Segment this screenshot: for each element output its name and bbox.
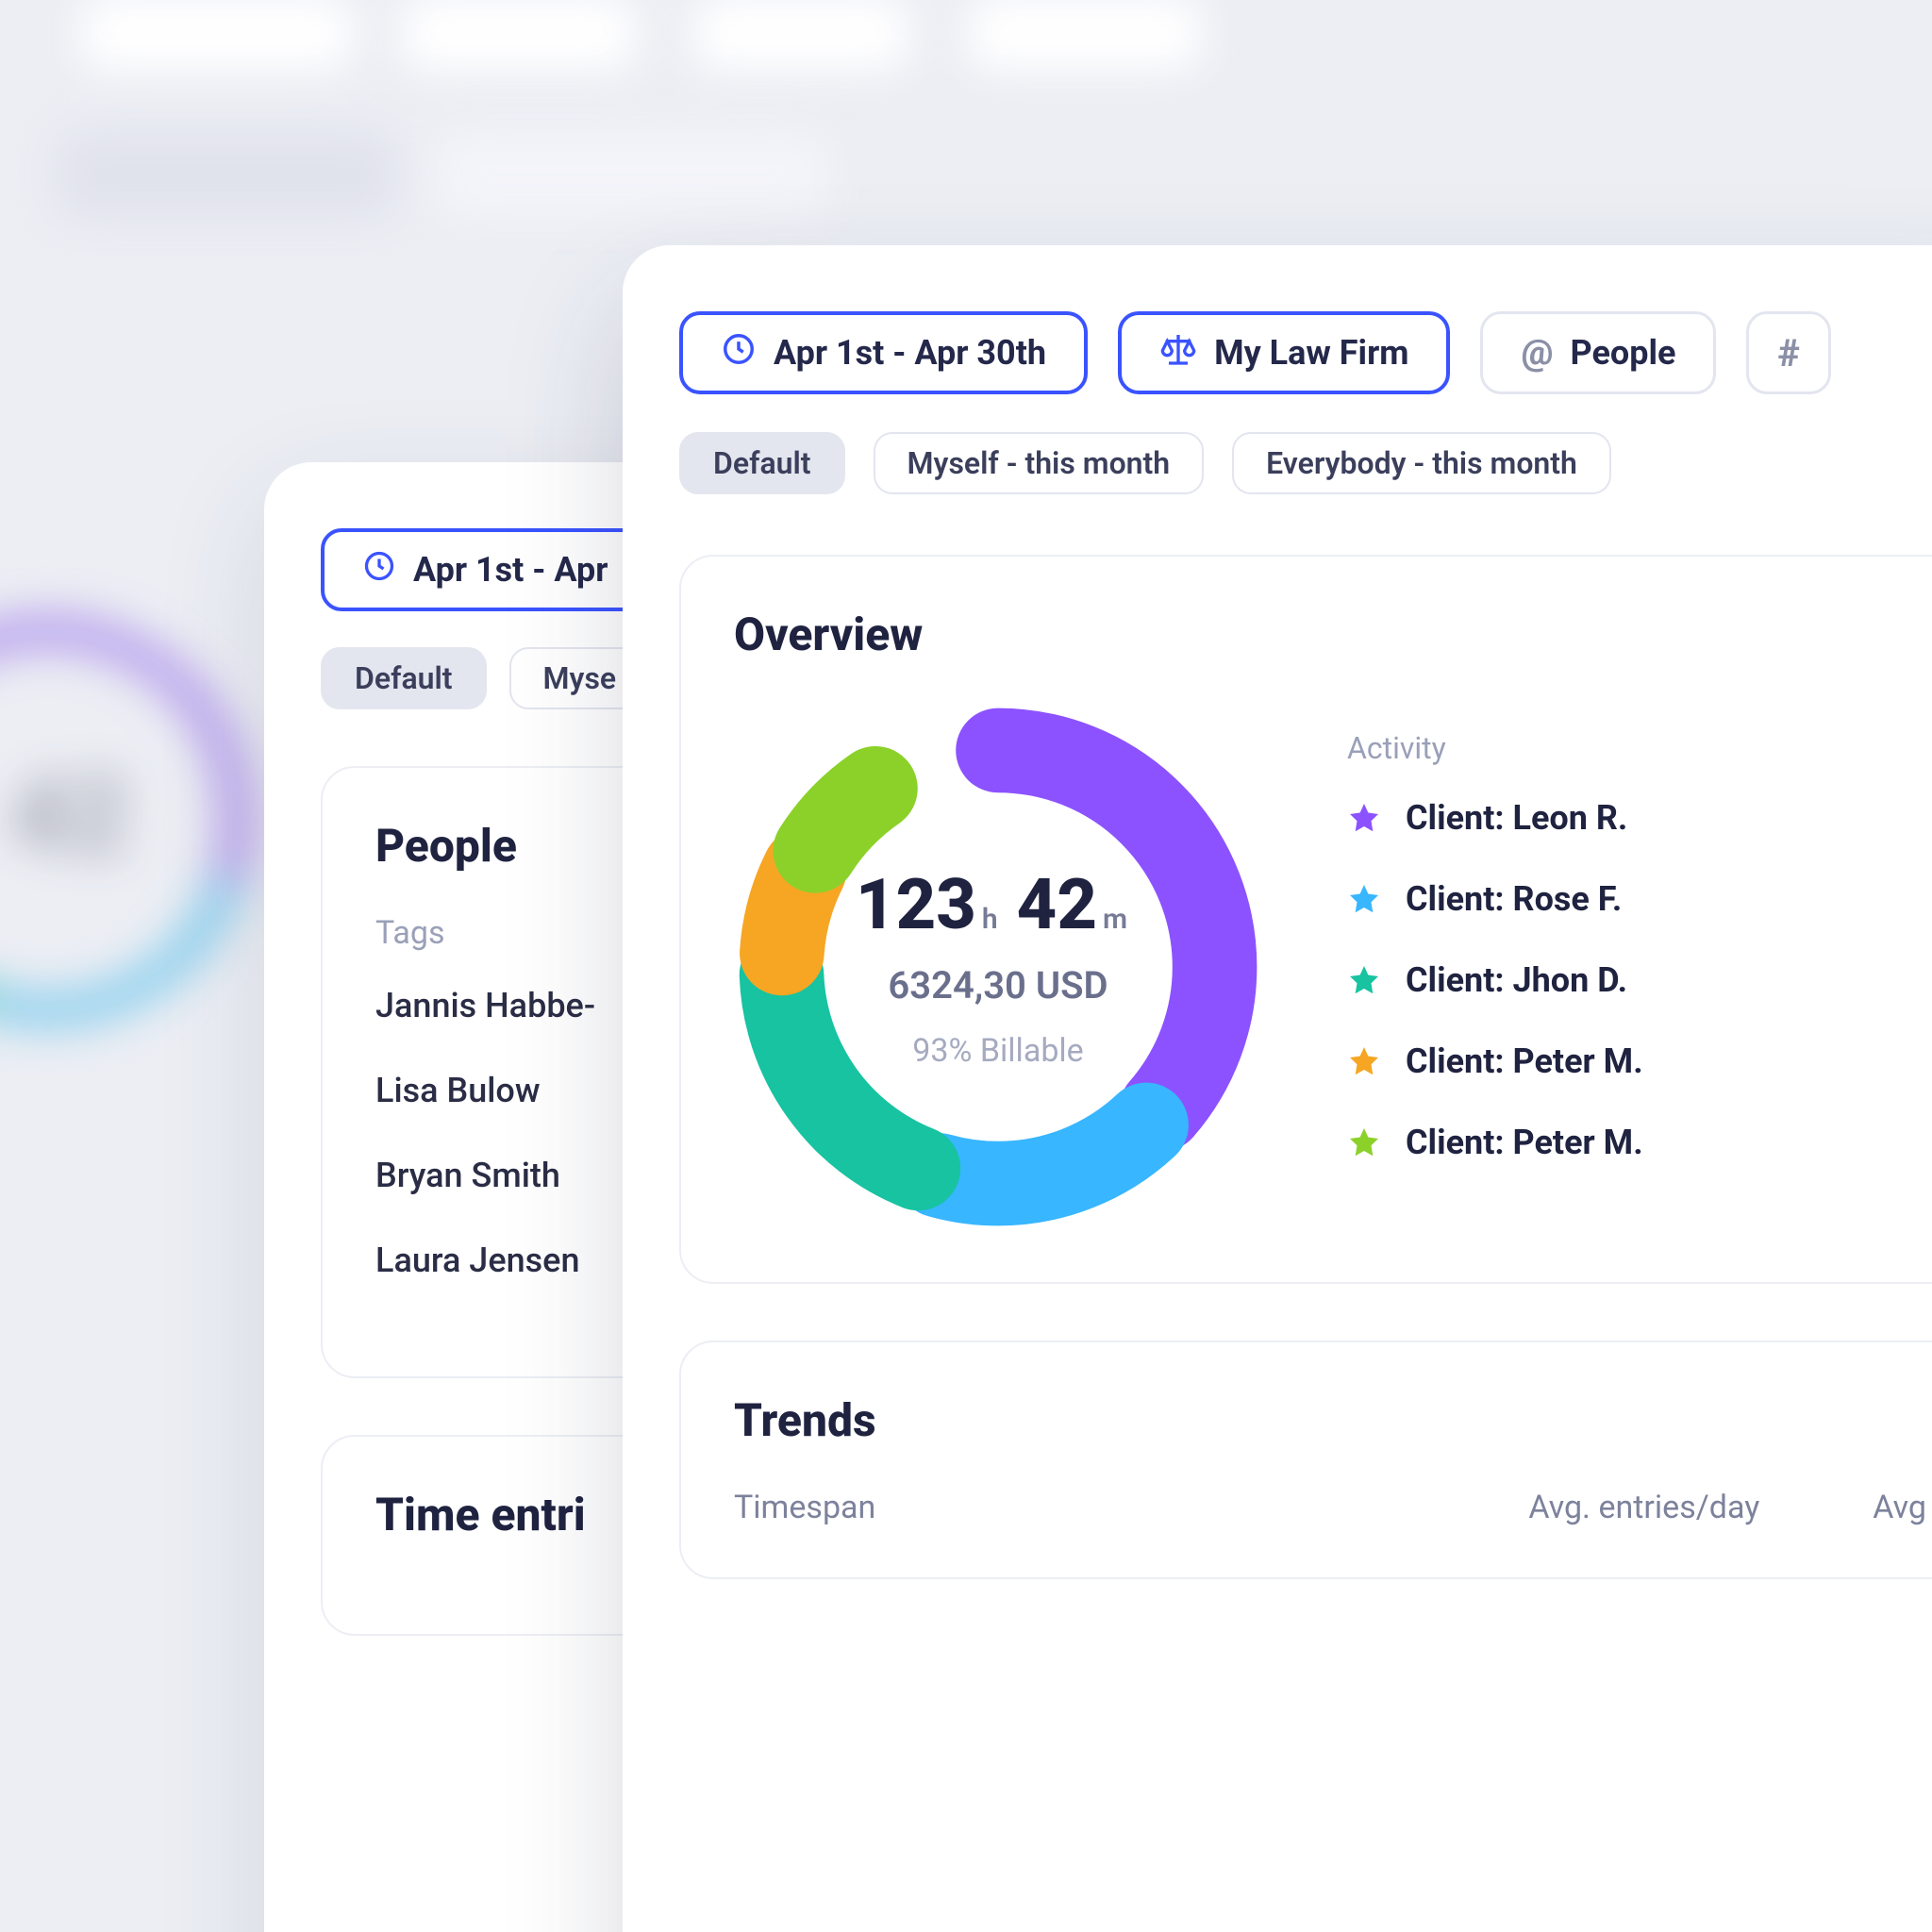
star-icon [1347,1125,1381,1159]
firm-label: My Law Firm [1214,333,1408,373]
trends-col-entries: Avg. entries/day [1528,1489,1759,1526]
people-filter[interactable]: @ People [1480,311,1716,394]
mid-date-label: Apr 1st - Apr [413,550,608,590]
mid-date-filter[interactable]: Apr 1st - Apr [321,528,649,611]
at-icon: @ [1521,332,1553,374]
legend-row[interactable]: Client: Peter M. [1347,1041,1926,1081]
star-icon [1347,963,1381,997]
overview-card: Overview 123 h 42 m 6324,30 USD 93% Bill… [679,555,1932,1284]
people-filter-label: People [1571,333,1676,373]
tags-filter[interactable]: # [1746,311,1830,394]
preset-default[interactable]: Default [679,432,845,494]
date-range-label: Apr 1st - Apr 30th [774,333,1046,373]
hash-icon: # [1777,331,1799,375]
donut-minutes-unit: m [1103,903,1127,936]
clock-icon [362,549,396,591]
firm-filter[interactable]: My Law Firm [1118,311,1450,394]
donut-billable: 93% Billable [912,1032,1083,1070]
trends-card: Trends Timespan Avg. entries/day Avg [679,1341,1932,1579]
mid-preset-default[interactable]: Default [321,647,487,709]
legend-row[interactable]: Client: Leon R. [1347,798,1926,838]
star-icon [1347,1044,1381,1078]
legend-label: Client: Leon R. [1406,798,1627,838]
donut-amount: 6324,30 USD [888,963,1108,1008]
scale-icon [1159,330,1197,376]
legend-label: Client: Rose F. [1406,879,1622,919]
overview-donut-chart: 123 h 42 m 6324,30 USD 93% Billable [734,703,1262,1231]
donut-hours-unit: h [982,903,998,936]
date-range-filter[interactable]: Apr 1st - Apr 30th [679,311,1088,394]
trends-col-avg: Avg [1873,1489,1926,1526]
filter-row: Apr 1st - Apr 30th My Law Firm @ People … [679,311,1932,394]
preset-everybody[interactable]: Everybody - this month [1232,432,1611,494]
overview-heading: Overview [734,608,1926,661]
star-icon [1347,801,1381,835]
star-icon [1347,882,1381,916]
legend-label: Client: Peter M. [1406,1123,1643,1162]
donut-hours: 123 [856,864,976,946]
legend-row[interactable]: Client: Rose F. [1347,879,1926,919]
preset-myself[interactable]: Myself - this month [874,432,1205,494]
front-card: Apr 1st - Apr 30th My Law Firm @ People … [623,245,1932,1932]
activity-legend: Activity Client: Leon R. Client: Rose F. C… [1347,730,1926,1204]
donut-minutes: 42 [1017,864,1097,946]
trends-heading: Trends [734,1393,1926,1447]
legend-label: Client: Jhon D. [1406,960,1627,1000]
clock-icon [721,331,757,375]
donut-center: 123 h 42 m 6324,30 USD 93% Billable [734,703,1262,1231]
preset-row: Default Myself - this month Everybody - … [679,432,1932,494]
legend-title: Activity [1347,730,1926,766]
legend-label: Client: Peter M. [1406,1041,1643,1081]
trends-col-timespan: Timespan [734,1489,875,1526]
legend-row[interactable]: Client: Peter M. [1347,1123,1926,1162]
legend-row[interactable]: Client: Jhon D. [1347,960,1926,1000]
trends-columns: Timespan Avg. entries/day Avg [734,1489,1926,1526]
